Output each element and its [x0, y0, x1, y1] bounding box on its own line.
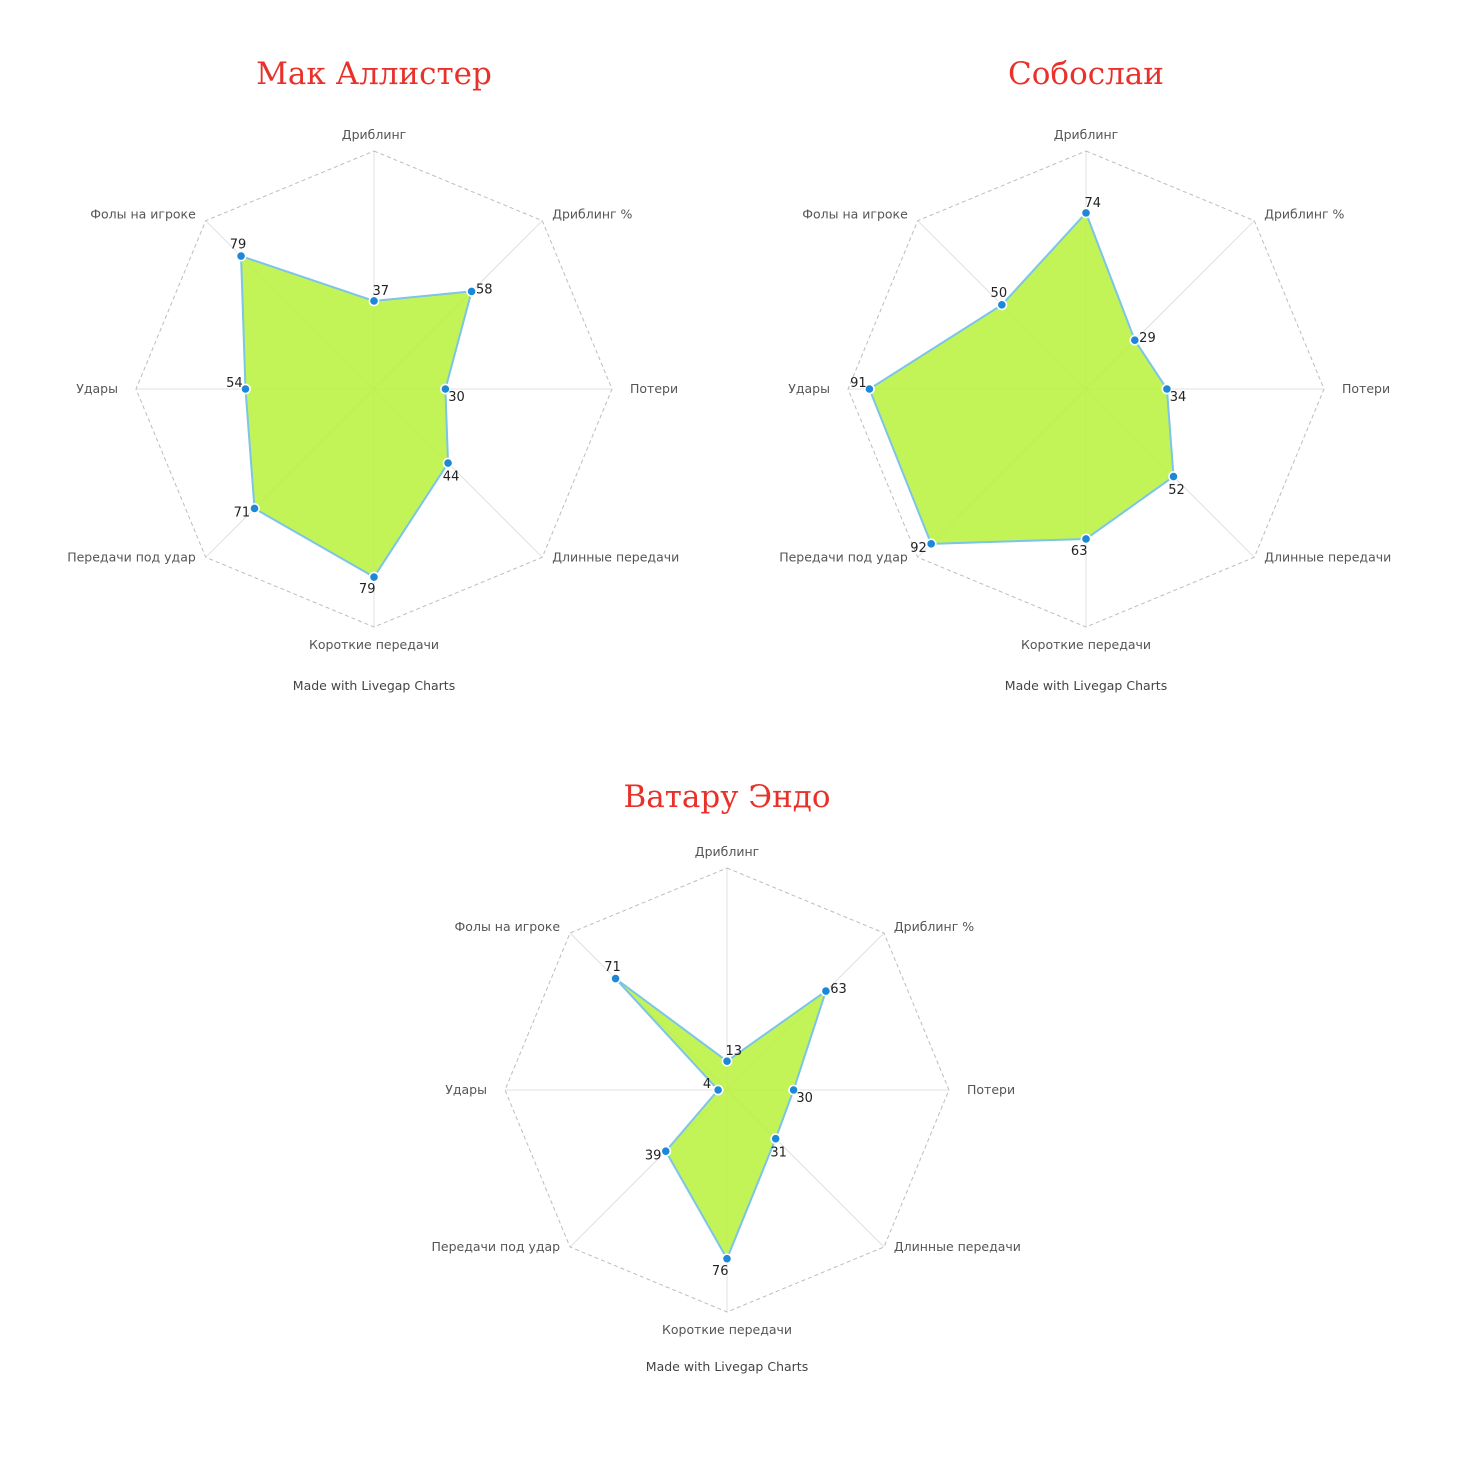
value-label: 76	[712, 1264, 729, 1279]
radar-chart-szoboszlai: Собослаи 74 29 34 52 63 92 91 50 Дриблинг Дриблинг…	[779, 56, 1391, 693]
value-label: 44	[443, 470, 460, 485]
axis-label: Фолы на игроке	[802, 207, 908, 222]
data-point	[770, 1133, 782, 1145]
value-label: 58	[476, 282, 493, 297]
axis-label: Передачи под удар	[432, 1239, 561, 1254]
credit-label: Made with Livegap Charts	[293, 678, 455, 693]
data-point	[712, 1084, 724, 1096]
axis-label: Дриблинг	[342, 127, 406, 142]
value-label: 34	[1170, 390, 1187, 405]
radar-outer-grid	[847, 150, 1325, 628]
data-point	[235, 250, 247, 262]
axis-label: Потери	[630, 381, 678, 396]
data-point	[925, 538, 937, 550]
data-point	[439, 383, 451, 395]
axis-label: Потери	[1342, 381, 1390, 396]
axis-label: Дриблинг %	[894, 919, 974, 934]
value-label: 79	[230, 237, 247, 252]
axis-label: Короткие передачи	[309, 637, 439, 652]
data-point	[368, 295, 380, 307]
value-label: 37	[373, 284, 390, 299]
axis-label: Удары	[445, 1082, 487, 1097]
chart-title: Собослаи	[1008, 56, 1164, 92]
value-label: 52	[1168, 483, 1185, 498]
axis-label: Потери	[967, 1082, 1015, 1097]
axis-label: Передачи под удар	[67, 549, 196, 564]
credit-label: Made with Livegap Charts	[646, 1359, 808, 1374]
data-point	[660, 1145, 672, 1157]
value-label: 71	[604, 960, 621, 975]
data-point	[240, 383, 251, 395]
value-label: 4	[703, 1077, 711, 1092]
value-label: 74	[1085, 196, 1102, 211]
radar-series-area	[868, 211, 1175, 545]
axis-label: Удары	[788, 381, 830, 396]
value-label: 71	[234, 506, 251, 521]
value-label: 92	[910, 541, 927, 556]
axis-label: Длинные передачи	[552, 549, 679, 564]
data-point	[368, 571, 380, 583]
data-point	[1080, 533, 1092, 545]
axis-label: Дриблинг	[1054, 127, 1118, 142]
value-label: 63	[1071, 544, 1088, 559]
data-point	[996, 299, 1008, 311]
axis-label: Фолы на игроке	[455, 919, 561, 934]
value-label: 54	[226, 376, 243, 391]
credit-label: Made with Livegap Charts	[1005, 678, 1167, 693]
data-point	[1129, 334, 1141, 346]
data-point	[466, 285, 478, 297]
radar-outer-grid	[504, 867, 950, 1313]
axis-label: Дриблинг	[695, 844, 759, 859]
axis-label: Дриблинг %	[552, 207, 632, 222]
value-label: 91	[850, 376, 867, 391]
radar-chart-endo: Ватару Эндо 13 63 30 31 76 39 4 71 Дриблинг Дрибли…	[432, 779, 1021, 1374]
axis-label: Удары	[76, 381, 118, 396]
value-label: 29	[1139, 331, 1156, 346]
radar-chart-mac-allister: Мак Аллистер 37 58 30 44 79 71 54 79 Дриблинг Дриб…	[67, 56, 679, 693]
data-point	[788, 1084, 799, 1096]
data-point	[1161, 383, 1173, 395]
axis-label: Короткие передачи	[1021, 637, 1151, 652]
value-label: 30	[448, 390, 465, 405]
value-label: 39	[645, 1148, 662, 1163]
data-point	[721, 1253, 733, 1265]
radar-outer-grid	[135, 150, 613, 628]
data-point	[820, 985, 832, 997]
axis-label: Длинные передачи	[1264, 549, 1391, 564]
value-label: 30	[796, 1091, 813, 1106]
radar-series-area	[614, 977, 827, 1260]
axis-label: Фолы на игроке	[90, 207, 196, 222]
axis-label: Передачи под удар	[779, 549, 908, 564]
data-point	[721, 1055, 733, 1067]
radar-series-area	[240, 255, 473, 579]
data-point	[864, 383, 875, 395]
chart-title: Мак Аллистер	[256, 56, 492, 92]
chart-title: Ватару Эндо	[624, 779, 831, 815]
data-point	[1080, 207, 1092, 219]
value-label: 63	[830, 982, 847, 997]
data-point	[442, 457, 454, 469]
value-label: 31	[770, 1145, 787, 1160]
value-label: 13	[726, 1044, 743, 1059]
axis-label: Дриблинг %	[1264, 207, 1344, 222]
data-point	[610, 973, 621, 984]
value-label: 79	[359, 582, 376, 597]
data-point	[249, 503, 260, 514]
axis-label: Короткие передачи	[662, 1322, 792, 1337]
axis-label: Длинные передачи	[894, 1239, 1021, 1254]
data-point	[1168, 471, 1179, 482]
value-label: 50	[991, 286, 1008, 301]
